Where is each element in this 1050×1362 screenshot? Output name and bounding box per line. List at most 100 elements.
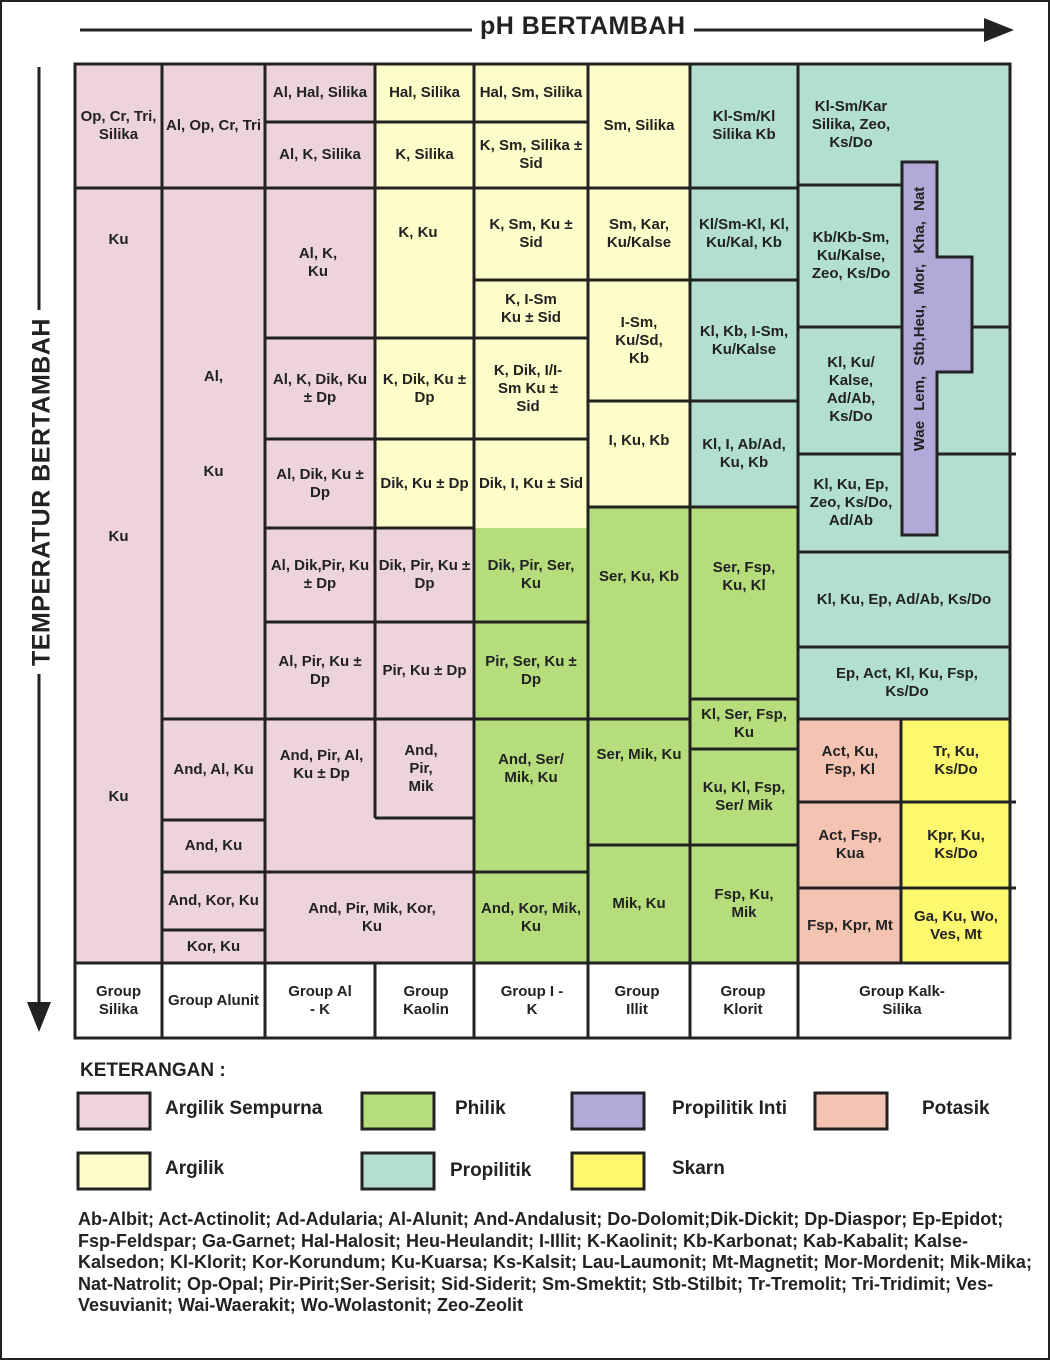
cell-kaolin-5: Dik, Ku ± Dp <box>380 474 469 492</box>
cell-klorit-1: Kl-Sm/Kl Silika Kb <box>712 108 776 143</box>
fill-klorit-lower <box>690 507 798 963</box>
fill-ik-upper <box>474 64 588 528</box>
region-fills <box>75 64 1010 963</box>
legend-swatch-argilik-sempurna <box>76 1091 152 1131</box>
cell-ik-5: K, Dik, I/I-Sm Ku ± Sid <box>493 361 563 415</box>
cell-alk-4: Al, K, Dik, Ku ± Dp <box>272 370 368 406</box>
group-label-alunit: Group Alunit <box>167 991 260 1009</box>
cell-illit-3: I-Sm, Ku/Sd, Kb <box>615 313 663 367</box>
legend-label-skarn: Skarn <box>672 1158 725 1179</box>
cell-alunit-6: And, Kor, Ku <box>168 892 259 909</box>
legend-label-argilik: Argilik <box>165 1158 225 1179</box>
cell-silika-3: Ku <box>108 528 129 545</box>
cell-klorit-7: Ku, Kl, Fsp, Ser/ Mik <box>702 779 786 814</box>
legend-label-propilitik-inti: Propilitik Inti <box>672 1098 788 1119</box>
group-label-klorit: Group Klorit <box>720 982 766 1018</box>
grid-lines <box>73 62 1016 1040</box>
cell-kalksilika-8: Tr, Ku, Ks/Do <box>933 742 979 778</box>
cell-illit-7: Mik, Ku <box>612 895 666 912</box>
cell-alunit-1: Al, Op, Cr, Tri <box>165 117 262 134</box>
group-label-kalk-silika: Group Kalk-Silika <box>859 982 945 1018</box>
cell-klorit-2: Kl/Sm-Kl, Kl, Ku/Kal, Kb <box>698 216 789 251</box>
legend-swatch-propilitik-inti <box>570 1091 646 1131</box>
legend-label-argilik-sempurna: Argilik Sempurna <box>165 1098 323 1119</box>
cell-klorit-6: Kl, Ser, Fsp, Ku <box>701 706 787 741</box>
cell-kaolin-6: Dik, Pir, Ku ± Dp <box>378 557 471 592</box>
cell-ik-1: Hal, Sm, Silika <box>479 84 583 101</box>
cell-ik-9: And, Ser/ Mik, Ku <box>498 750 564 786</box>
cell-alunit-4: And, Al, Ku <box>173 760 254 778</box>
cell-kaolin-3: K, Ku <box>398 224 438 241</box>
cell-ik-4: K, I-Sm Ku ± Sid <box>501 291 561 326</box>
legend-swatch-propilitik <box>360 1151 436 1191</box>
fill-silika-column <box>75 64 162 963</box>
legend-swatch-philik <box>360 1091 436 1131</box>
fill-klorit-upper <box>690 64 798 507</box>
cell-kalksilika-6: Ep, Act, Kl, Ku, Fsp, Ks/Do <box>836 665 978 700</box>
fill-kaolin-upper <box>375 64 474 528</box>
legend-swatch-potasik <box>813 1091 889 1131</box>
cell-ik-6: Dik, I, Ku ± Sid <box>478 474 584 492</box>
cell-kaolin-8: And, Pir, Mik <box>404 741 438 795</box>
legend-title: KETERANGAN : <box>80 1060 226 1081</box>
fill-propilitik-inti <box>900 160 974 537</box>
cell-illit-1: Sm, Silika <box>603 117 675 134</box>
cell-klorit-5: Ser, Fsp, Ku, Kl <box>712 559 776 594</box>
cell-klorit-3: Kl, Kb, I-Sm, Ku/Kalse <box>699 322 789 358</box>
cell-illit-6: Ser, Mik, Ku <box>596 746 682 763</box>
cell-silika-4: Ku <box>108 788 129 805</box>
cell-silika-2: Ku <box>108 231 129 248</box>
group-label-illit: Group Illit <box>614 982 660 1018</box>
fill-ik-lower <box>474 528 588 963</box>
cell-kaolin-7: Pir, Ku ± Dp <box>382 661 467 679</box>
fill-illit-lower <box>588 507 690 963</box>
cell-kaolin-1: Hal, Silika <box>389 84 460 101</box>
cell-kalksilika-7: Act, Ku, Fsp, Kl <box>821 742 879 778</box>
cell-kalksilika-3: Kl, Ku/ Kalse, Ad/Ab, Ks/Do <box>826 354 876 425</box>
cell-kalksilika-11: Fsp, Kpr, Mt <box>807 916 893 934</box>
cell-ik-3: K, Sm, Ku ± Sid <box>489 216 573 251</box>
cell-ik-8: Pir, Ser, Ku ± Dp <box>485 652 577 688</box>
cell-ik-2: K, Sm, Silika ± Sid <box>479 137 583 172</box>
cell-kalksilika-1: Kl-Sm/Kar Silika, Zeo, Ks/Do <box>811 98 891 151</box>
legend-swatch-argilik <box>76 1151 152 1191</box>
cell-illit-4: I, Ku, Kb <box>608 432 670 449</box>
cell-alunit-2: Al, <box>203 368 224 385</box>
legend-swatch-skarn <box>570 1151 646 1191</box>
group-label-silika: Group Silika <box>96 982 141 1018</box>
propilitik-inti-label: Wae Lem, Stb,Heu, Mor, Kha, Nat <box>910 186 928 452</box>
legend-label-philik: Philik <box>455 1098 506 1119</box>
cell-kalksilika-5: Kl, Ku, Ep, Ad/Ab, Ks/Do <box>816 590 992 608</box>
fill-illit-upper <box>588 64 690 507</box>
abbreviation-list: Ab-Albit; Act-Actinolit; Ad-Adularia; Al… <box>78 1209 1032 1315</box>
cell-alk-8: And, Pir, Al, Ku ± Dp <box>279 747 364 782</box>
temperature-arrowhead-icon <box>27 1002 51 1032</box>
cell-alunit-3: Ku <box>203 463 224 480</box>
fill-alunit-column <box>162 64 265 963</box>
cell-kalksilika-12: Ga, Ku, Wo, Ves, Mt <box>914 907 998 943</box>
cell-alk-5: Al, Dik, Ku ± Dp <box>276 465 364 501</box>
group-label-al-k: Group Al - K <box>288 982 352 1018</box>
cell-kaolin-4: K, Dik, Ku ± Dp <box>382 370 467 406</box>
cell-silika-1: Op, Cr, Tri, Silika <box>80 108 157 143</box>
group-label-i-k: Group I - K <box>500 982 564 1018</box>
cell-kaolin-2: K, Silika <box>395 146 454 163</box>
cell-alk-6: Al, Dik,Pir, Ku ± Dp <box>270 557 370 592</box>
cell-ik-7: Dik, Pir, Ser, Ku <box>487 557 575 592</box>
cell-alk-1: Al, Hal, Silika <box>272 84 368 101</box>
cell-kalksilika-10: Kpr, Ku, Ks/Do <box>927 827 985 862</box>
fill-skarn <box>901 719 1010 963</box>
cell-alunit-7: Kor, Ku <box>186 937 241 955</box>
legend-label-potasik: Potasik <box>922 1098 990 1119</box>
temperature-axis-title: TEMPERATUR BERTAMBAH <box>27 310 57 674</box>
cell-alunit-5: And, Ku <box>184 837 243 854</box>
cell-alk-7: Al, Pir, Ku ± Dp <box>278 652 362 688</box>
cell-klorit-8: Fsp, Ku, Mik <box>714 886 774 921</box>
cell-kalksilika-4: Kl, Ku, Ep, Zeo, Ks/Do, Ad/Ab <box>809 476 893 529</box>
legend-swatches <box>76 1091 889 1191</box>
cell-alk-9: And, Pir, Mik, Kor, Ku <box>308 899 436 935</box>
ph-arrowhead-icon <box>984 18 1014 42</box>
cell-alk-3: Al, K, Ku <box>298 245 338 280</box>
